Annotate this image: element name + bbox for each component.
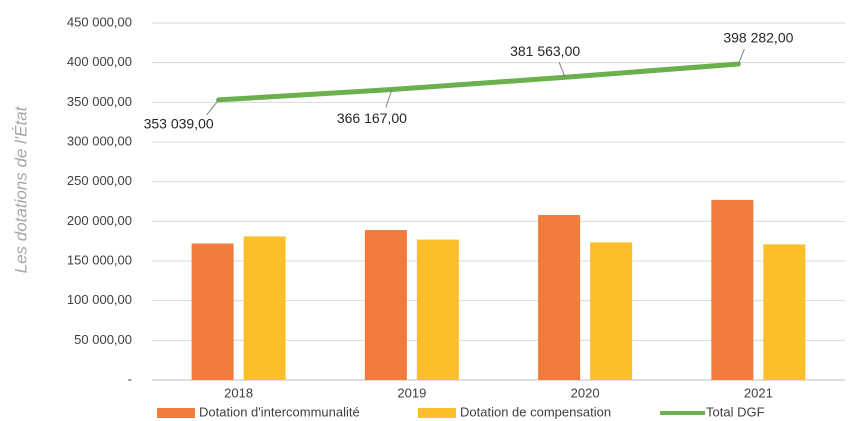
legend-label: Total DGF [706, 404, 765, 419]
y-axis-label: Les dotations de l'État [11, 105, 30, 273]
bar [538, 214, 581, 380]
legend-swatch [418, 408, 456, 418]
bar [416, 239, 459, 380]
data-label: 353 039,00 [144, 116, 214, 132]
x-tick-label: 2021 [744, 385, 773, 400]
bar [711, 199, 754, 380]
leader-line [737, 48, 745, 65]
y-tick-label: 150 000,00 [67, 252, 132, 267]
leader-line [206, 99, 220, 116]
x-tick-label: 2018 [224, 385, 253, 400]
legend-label: Dotation d'intercommunalité [199, 404, 360, 419]
bar [364, 230, 407, 380]
y-tick-label: 50 000,00 [74, 332, 132, 347]
y-tick-label: - [128, 371, 132, 386]
y-tick-label: 200 000,00 [67, 213, 132, 228]
line [216, 61, 741, 103]
legend-swatch [157, 408, 195, 418]
y-tick-label: 100 000,00 [67, 292, 132, 307]
y-tick-label: 350 000,00 [67, 94, 132, 109]
y-tick-label: 400 000,00 [67, 54, 132, 69]
leader-line [385, 89, 393, 108]
data-label: 398 282,00 [723, 30, 793, 46]
bar [763, 244, 806, 380]
x-tick-label: 2020 [571, 385, 600, 400]
leader-line [558, 62, 566, 78]
bar [243, 236, 286, 380]
x-tick-label: 2019 [397, 385, 426, 400]
y-tick-label: 250 000,00 [67, 173, 132, 188]
legend-label: Dotation de compensation [460, 404, 611, 419]
bar [191, 243, 234, 380]
bar [590, 242, 633, 380]
data-label: 381 563,00 [510, 43, 580, 59]
y-tick-label: 300 000,00 [67, 133, 132, 148]
data-label: 366 167,00 [337, 110, 407, 126]
y-tick-label: 450 000,00 [67, 14, 132, 29]
